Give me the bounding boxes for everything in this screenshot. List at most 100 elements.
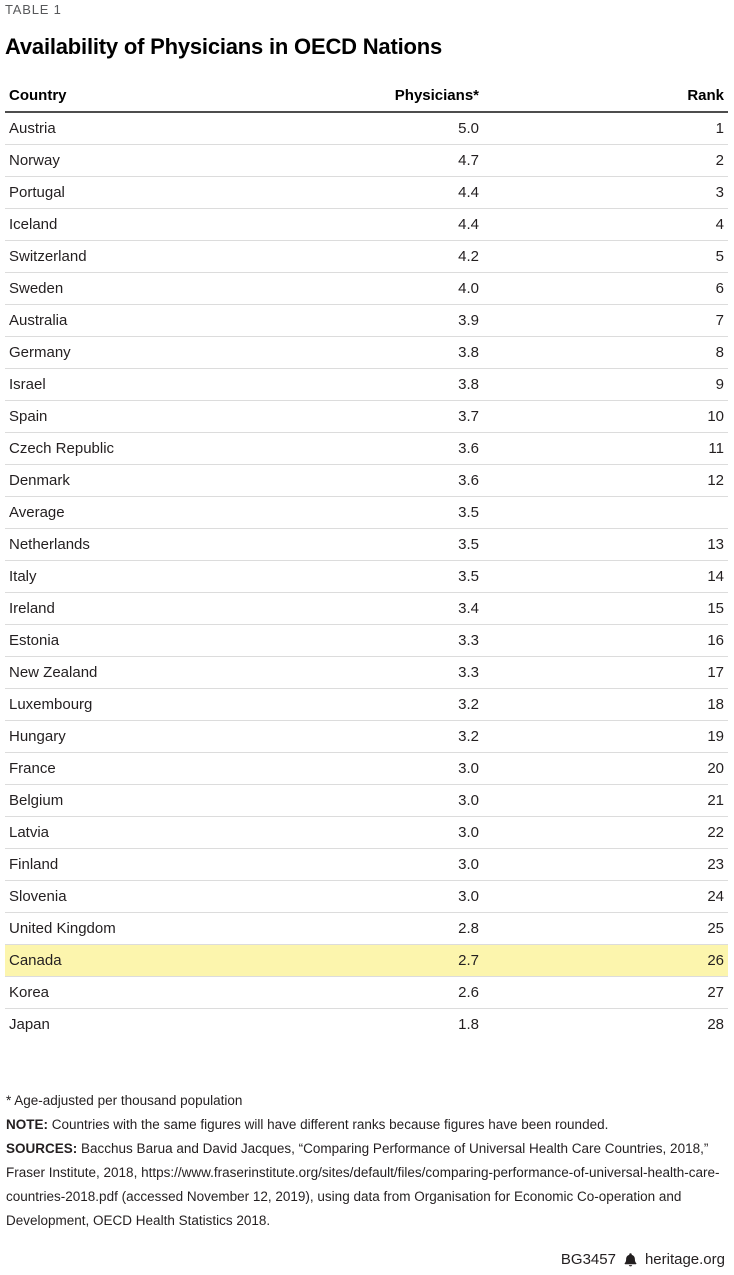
rank-cell: 27 [488, 976, 728, 1009]
table-kicker: TABLE 1 [5, 2, 62, 17]
table-row: New Zealand 3.3 17 [5, 656, 728, 689]
table-row: Denmark 3.6 12 [5, 464, 728, 497]
country-cell: Hungary [5, 720, 246, 753]
country-cell: Ireland [5, 592, 246, 625]
physicians-cell: 3.0 [246, 848, 488, 881]
physicians-table: Country Physicians* Rank Austria 5.0 1 N… [5, 87, 728, 1040]
table-row: Switzerland 4.2 5 [5, 240, 728, 273]
physicians-cell: 3.0 [246, 880, 488, 913]
physicians-cell: 4.4 [246, 176, 488, 209]
rank-cell: 6 [488, 272, 728, 305]
physicians-cell: 4.4 [246, 208, 488, 241]
table-row: Japan 1.8 28 [5, 1009, 728, 1041]
physicians-cell: 3.0 [246, 816, 488, 849]
country-cell: Korea [5, 976, 246, 1009]
rank-cell: 24 [488, 880, 728, 913]
country-cell: Spain [5, 400, 246, 433]
rank-cell: 21 [488, 784, 728, 817]
physicians-cell: 3.6 [246, 432, 488, 465]
physicians-cell: 5.0 [246, 112, 488, 145]
country-cell: Belgium [5, 784, 246, 817]
physicians-cell: 3.0 [246, 752, 488, 785]
rank-cell: 8 [488, 336, 728, 369]
physicians-cell: 3.9 [246, 304, 488, 337]
rank-cell: 12 [488, 464, 728, 497]
physicians-cell: 3.7 [246, 400, 488, 433]
country-cell: Denmark [5, 464, 246, 497]
table-row: Finland 3.0 23 [5, 848, 728, 881]
rank-cell: 15 [488, 592, 728, 625]
rank-cell: 25 [488, 912, 728, 945]
country-cell: United Kingdom [5, 912, 246, 945]
physicians-cell: 2.7 [246, 944, 488, 977]
table-row: Norway 4.7 2 [5, 144, 728, 177]
table-body: Austria 5.0 1 Norway 4.7 2 Portugal 4.4 … [5, 112, 728, 1040]
column-header-rank: Rank [488, 87, 728, 113]
footer-site: heritage.org [644, 1251, 725, 1268]
notes-block: * Age-adjusted per thousand population N… [5, 1089, 728, 1233]
rank-cell: 1 [488, 112, 728, 145]
physicians-cell: 3.2 [246, 688, 488, 721]
rank-cell: 17 [488, 656, 728, 689]
figure-footer: BG3457 heritage.org [561, 1251, 725, 1268]
table-row: Canada 2.7 26 [5, 944, 728, 977]
table-row: Slovenia 3.0 24 [5, 880, 728, 913]
rank-cell: 16 [488, 624, 728, 657]
country-cell: Japan [9, 1016, 50, 1033]
table-row: United Kingdom 2.8 25 [5, 912, 728, 945]
table-title: Availability of Physicians in OECD Natio… [5, 34, 443, 59]
physicians-cell: 3.6 [246, 464, 488, 497]
country-cell: Latvia [5, 816, 246, 849]
country-cell: Israel [5, 368, 246, 401]
physicians-cell: 3.5 [246, 528, 488, 561]
column-header-country: Country [5, 87, 246, 113]
table-row: Luxembourg 3.2 18 [5, 688, 728, 721]
rank-cell: 20 [488, 752, 728, 785]
table-row: Korea 2.6 27 [5, 976, 728, 1009]
country-cell: Slovenia [5, 880, 246, 913]
header-row: Country Physicians* Rank [5, 87, 728, 113]
table-row: Spain 3.7 10 [5, 400, 728, 433]
table-row: Czech Republic 3.6 11 [5, 432, 728, 465]
table-row: Italy 3.5 14 [5, 560, 728, 593]
country-cell: Iceland [5, 208, 246, 241]
physicians-cell: 3.0 [246, 784, 488, 817]
physicians-cell: 4.0 [246, 272, 488, 305]
table-row: Average 3.5 [5, 496, 728, 529]
rank-cell: 9 [488, 368, 728, 401]
physicians-cell: 3.5 [246, 496, 488, 529]
country-cell: Sweden [5, 272, 246, 305]
table-row: Portugal 4.4 3 [5, 176, 728, 209]
physicians-cell: 3.3 [246, 624, 488, 657]
physicians-cell: 3.8 [246, 336, 488, 369]
table-row: Latvia 3.0 22 [5, 816, 728, 849]
table-row: Australia 3.9 7 [5, 304, 728, 337]
country-cell: Estonia [5, 624, 246, 657]
country-cell: Luxembourg [5, 688, 246, 721]
country-cell: Average [5, 496, 246, 529]
table-row: Ireland 3.4 15 [5, 592, 728, 625]
country-cell: Australia [5, 304, 246, 337]
physicians-cell: 3.2 [246, 720, 488, 753]
rank-cell: 5 [488, 240, 728, 273]
country-cell: New Zealand [5, 656, 246, 689]
rank-cell: 4 [488, 208, 728, 241]
physicians-cell: 2.6 [246, 976, 488, 1009]
country-cell: Czech Republic [5, 432, 246, 465]
table-row: Netherlands 3.5 13 [5, 528, 728, 561]
table-row: Austria 5.0 1 [5, 112, 728, 145]
table-row: Estonia 3.3 16 [5, 624, 728, 657]
physicians-cell: 3.3 [246, 656, 488, 689]
rank-cell: 23 [488, 848, 728, 881]
rank-cell [488, 496, 728, 529]
country-cell: Portugal [5, 176, 246, 209]
rank-cell: 11 [488, 432, 728, 465]
physicians-cell: 2.8 [246, 912, 488, 945]
country-cell: Switzerland [5, 240, 246, 273]
country-cell: Norway [5, 144, 246, 177]
country-cell: Italy [5, 560, 246, 593]
country-cell: Netherlands [5, 528, 246, 561]
note-text: Countries with the same figures will hav… [51, 1117, 609, 1132]
rank-cell: 26 [488, 944, 728, 977]
